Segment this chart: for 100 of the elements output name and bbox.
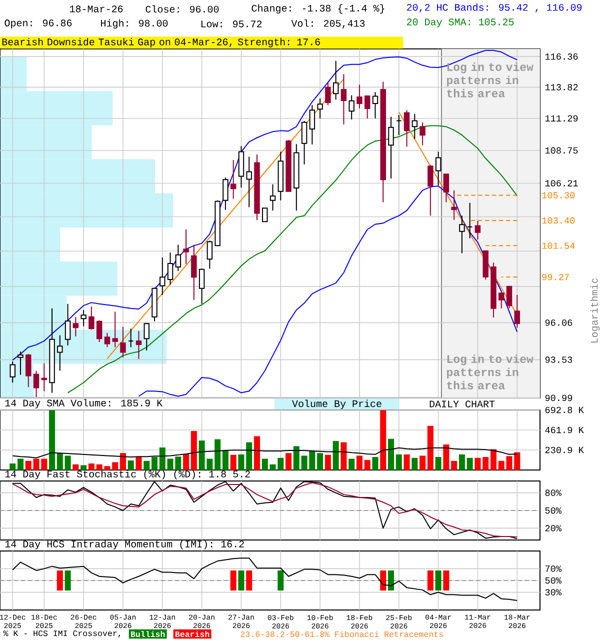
text: 20,2 HC Bands: 95.42 , 116.09 [407, 3, 582, 12]
candlestick [388, 116, 394, 180]
bar [412, 458, 418, 470]
bar [120, 453, 126, 470]
chart-title: 14 Day Fast Stochastic (%K) (%D): 1.8 5.2 [5, 470, 250, 480]
bar [222, 450, 228, 470]
bar [420, 456, 426, 470]
bar [64, 456, 71, 470]
bar [435, 457, 442, 470]
annotation: Log in to view patterns in this area [447, 62, 534, 98]
bar [10, 464, 16, 470]
bar [474, 458, 481, 470]
bar [498, 460, 504, 470]
y-tick-label: 93.53 [545, 356, 572, 363]
bar [372, 457, 378, 470]
bar [458, 454, 465, 470]
candlestick [136, 330, 142, 360]
chart-title: 14 Day HCS Intraday Momentum (IMI): 16.2 [5, 540, 244, 550]
bar [356, 456, 362, 470]
bar [152, 457, 158, 470]
bar [514, 452, 520, 470]
text: 99.27 [542, 274, 569, 280]
candlestick [270, 184, 276, 212]
y-tick-label: 461.9 K [545, 426, 584, 434]
y-tick-label: 80% [545, 490, 562, 496]
y-tick-label: 96.06 [545, 320, 572, 326]
bar [246, 442, 252, 470]
text: 101.54 [542, 242, 575, 249]
bar [443, 444, 450, 470]
bar [112, 462, 118, 470]
candlestick [278, 151, 284, 201]
text: Bearish [175, 630, 210, 638]
chart-title: 14 Day SMA Volume: 185.9 K [5, 399, 163, 408]
text: 105.30 [542, 192, 575, 198]
chart-title: Bearish Downside Tasuki Gap on 04-Mar-26, Strength: 17.6 [2, 38, 320, 48]
y-tick-label: 106.21 [545, 180, 578, 186]
bar [159, 447, 166, 470]
text: 20 Day SMA: 105.25 [407, 18, 514, 28]
bar [214, 439, 221, 470]
legend-title: % K - HCS IMI Crossover, [3, 630, 120, 638]
y-tick-label: 230.9 K [545, 446, 584, 454]
bar [183, 454, 190, 470]
candlestick [57, 334, 63, 372]
candlestick [356, 84, 362, 109]
candlestick [49, 308, 55, 394]
candlestick [254, 154, 260, 221]
bar [340, 442, 347, 470]
bar [72, 464, 79, 470]
candlestick [317, 98, 323, 119]
candlestick [380, 81, 386, 203]
candlestick [404, 110, 410, 148]
bar [388, 438, 394, 470]
text: Vol: 205,413 [291, 19, 365, 28]
text: High: 98.00 [101, 19, 168, 29]
bar [88, 464, 94, 470]
y-tick-label: 116.36 [545, 53, 578, 60]
bar [128, 460, 134, 470]
bar [332, 440, 339, 470]
candlestick [396, 114, 402, 136]
y-tick-label: 50% [545, 577, 562, 584]
bar [348, 458, 355, 470]
y-tick-label: 30% [545, 589, 562, 596]
candlestick [183, 229, 189, 265]
bar [364, 460, 370, 470]
bar [262, 458, 268, 470]
bar [506, 456, 512, 470]
bar [482, 457, 489, 470]
bar [317, 453, 324, 470]
bar [25, 460, 32, 470]
text: Bullish [131, 630, 165, 638]
bar [396, 454, 402, 470]
y-tick-label: 108.75 [545, 147, 578, 154]
candlestick [64, 303, 71, 346]
text: 103.40 [542, 217, 575, 224]
bar [404, 454, 410, 470]
text: Close: 96.00 [146, 5, 219, 13]
text: 18-Mar-26 [70, 6, 123, 12]
bar [230, 454, 236, 470]
bar [49, 410, 56, 470]
candlestick [412, 114, 418, 140]
candlestick [167, 252, 174, 286]
bar [238, 454, 244, 470]
candlestick [246, 156, 252, 208]
bar [451, 460, 458, 470]
text: DAILY CHART [430, 400, 495, 408]
y-tick-label: 90.99 [545, 394, 572, 402]
candlestick [340, 74, 347, 125]
bar [286, 453, 292, 470]
candlestick [332, 60, 339, 100]
y-tick-label: 692.8 K [545, 406, 584, 414]
candlestick [474, 220, 481, 240]
bar [144, 460, 150, 470]
candlestick [451, 190, 457, 220]
candlestick [309, 104, 316, 145]
bar [18, 458, 24, 470]
candlestick [238, 146, 244, 188]
y-tick-label: 70% [545, 566, 562, 572]
candlestick [160, 256, 166, 296]
candlestick [294, 144, 300, 212]
bar [254, 436, 260, 470]
